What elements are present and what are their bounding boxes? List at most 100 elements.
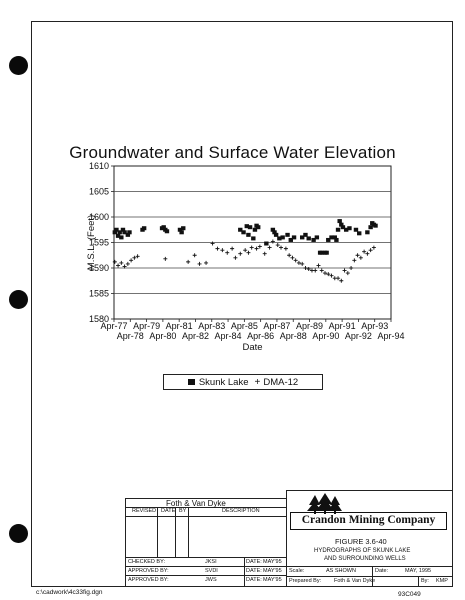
- document-code: 93C049: [398, 591, 421, 598]
- approved2-date-label: DATE:: [246, 577, 262, 583]
- skunk-lake-point: [164, 229, 170, 234]
- skunk-lake-point: [339, 222, 344, 227]
- dma12-point: [129, 258, 134, 263]
- dma12-point: [262, 251, 267, 256]
- legend-label-skunk-lake: Skunk Lake: [198, 376, 249, 388]
- dma12-point: [246, 250, 251, 255]
- legend-label-dma12: DMA-12: [263, 376, 299, 388]
- dma12-point: [345, 271, 350, 276]
- skunk-lake-point: [335, 227, 341, 232]
- dma12-point: [287, 253, 292, 258]
- prepared-value: Foth & Van Dyke: [334, 578, 376, 584]
- dma12-point: [197, 261, 202, 266]
- skunk-lake-point: [127, 230, 132, 235]
- x-tick-label: Apr-88: [280, 331, 307, 341]
- plus-marker-icon: +: [254, 376, 261, 388]
- skunk-lake-point: [244, 224, 249, 229]
- skunk-lake-point: [334, 237, 339, 242]
- skunk-lake-point: [353, 227, 359, 232]
- dma12-point: [119, 260, 124, 265]
- dma12-point: [323, 271, 328, 276]
- scale-label: Scale:: [289, 568, 305, 574]
- skunk-lake-point: [303, 232, 308, 237]
- skunk-lake-point: [357, 231, 362, 236]
- dma12-point: [135, 254, 140, 259]
- chart-legend: Skunk Lake + DMA-12: [163, 374, 323, 390]
- skunk-lake-point: [264, 241, 269, 246]
- dma12-point: [306, 267, 311, 272]
- approved2-date-value: MAY'95: [263, 577, 282, 583]
- skunk-lake-point: [241, 230, 246, 235]
- x-tick-label: Apr-81: [166, 321, 193, 331]
- skunk-lake-point: [251, 236, 256, 241]
- dma12-point: [186, 259, 191, 264]
- skunk-lake-point: [280, 235, 285, 240]
- skunk-lake-point: [365, 230, 370, 235]
- skunk-lake-point: [114, 227, 119, 232]
- x-tick-label: Apr-85: [231, 321, 258, 331]
- checked-date-label: DATE:: [246, 559, 262, 565]
- x-tick-label: Apr-77: [100, 321, 127, 331]
- by-header: BY: [179, 508, 187, 514]
- binder-hole-middle: [9, 290, 28, 309]
- dma12-point: [368, 248, 373, 253]
- approved2-by-label: APPROVED BY:: [128, 577, 169, 583]
- skunk-lake-point: [119, 235, 124, 240]
- skunk-lake-point: [343, 227, 349, 232]
- dma12-point: [112, 259, 117, 264]
- skunk-lake-point: [347, 226, 352, 231]
- dma12-point: [283, 246, 288, 251]
- skunk-lake-point: [141, 226, 147, 231]
- dma12-point: [352, 258, 357, 263]
- skunk-lake-point: [117, 230, 122, 235]
- dma12-point: [238, 251, 243, 256]
- dma12-point: [210, 241, 215, 246]
- y-tick-label: 1590: [89, 263, 109, 273]
- by-label: By:: [421, 578, 429, 584]
- dma12-point: [267, 245, 272, 250]
- x-tick-label: Apr-80: [149, 331, 176, 341]
- dma12-point: [249, 245, 254, 250]
- x-tick-label: Apr-92: [345, 331, 372, 341]
- dma12-point: [326, 272, 331, 277]
- figure-number: FIGURE 3.6-40: [335, 537, 387, 546]
- skunk-lake-point: [285, 232, 290, 237]
- y-tick-label: 1600: [89, 212, 109, 222]
- dma12-point: [279, 245, 284, 250]
- dma12-point: [243, 248, 248, 253]
- date-value: MAY, 1995: [405, 568, 432, 574]
- y-tick-label: 1595: [89, 238, 109, 248]
- by-value: KMP: [436, 578, 448, 584]
- skunk-lake-point: [115, 233, 121, 238]
- dma12-point: [303, 266, 308, 270]
- skunk-lake-point: [256, 225, 261, 230]
- dma12-point: [371, 245, 376, 250]
- x-tick-label: Apr-78: [117, 331, 144, 341]
- skunk-lake-point: [181, 226, 186, 231]
- dma12-point: [225, 250, 230, 255]
- legend-item-skunk-lake: Skunk Lake: [187, 376, 249, 388]
- dma12-point: [233, 255, 238, 260]
- dma12-point: [349, 266, 354, 270]
- dma12-point: [220, 248, 225, 253]
- skunk-lake-point: [112, 230, 118, 235]
- dma12-point: [215, 246, 220, 251]
- file-path: c:\cadwork\4c33fig.dgn: [36, 589, 103, 596]
- figure-subtitle-2: AND SURROUNDING WELLS: [324, 556, 406, 562]
- skunk-lake-point: [252, 227, 258, 232]
- dma12-point: [192, 253, 197, 258]
- skunk-lake-point: [291, 235, 297, 240]
- y-tick-label: 1610: [89, 161, 109, 171]
- skunk-lake-point: [179, 230, 184, 235]
- skunk-lake-point: [326, 237, 331, 242]
- x-axis-label: Date: [242, 342, 262, 353]
- dma12-point: [122, 264, 127, 269]
- approved-by-value: SVDI: [205, 568, 218, 574]
- skunk-lake-point: [272, 230, 277, 235]
- dma12-point: [339, 278, 344, 283]
- dma12-point: [125, 261, 130, 266]
- approved-date-value: MAY'95: [263, 568, 282, 574]
- approved-by-label: APPROVED BY:: [128, 568, 169, 574]
- description-header: DESCRIPTION: [222, 508, 260, 514]
